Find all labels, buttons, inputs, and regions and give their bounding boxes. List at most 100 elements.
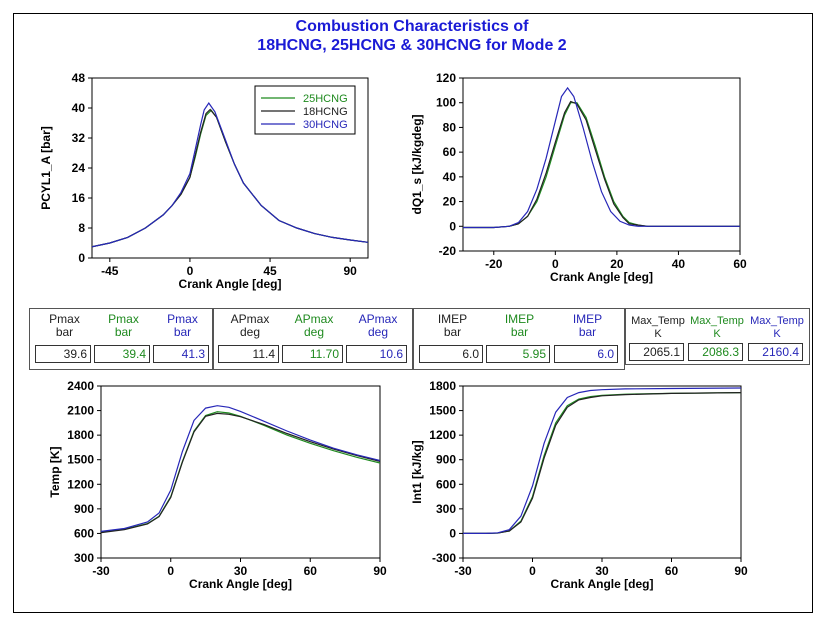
header-unit: bar bbox=[173, 325, 192, 339]
y-tick-label: 900 bbox=[436, 453, 456, 467]
header-unit: bar bbox=[55, 325, 74, 339]
table-value: 11.70 bbox=[282, 345, 343, 363]
series-line-30HCNG bbox=[101, 405, 380, 532]
plot-area bbox=[100, 385, 381, 559]
header-unit: deg bbox=[303, 325, 325, 339]
table-header: APmax deg bbox=[346, 313, 410, 339]
y-tick-label: 1200 bbox=[67, 477, 94, 491]
header-unit: K bbox=[773, 328, 781, 340]
table-header: Max_Temp K bbox=[629, 315, 687, 341]
y-axis-label: dQ1_s [kJ/kgdeg] bbox=[410, 114, 424, 214]
table-header: Pmax bar bbox=[35, 313, 94, 339]
table-header: APmax deg bbox=[282, 313, 346, 339]
y-tick-label: -20 bbox=[439, 244, 457, 258]
header-name: Max_Temp bbox=[631, 315, 685, 327]
header-name: Pmax bbox=[49, 312, 80, 326]
y-axis-label: Temp [K] bbox=[48, 446, 62, 497]
y-tick-label: 600 bbox=[74, 526, 94, 540]
table-value: 2065.1 bbox=[629, 343, 684, 361]
series-line-30HCNG bbox=[92, 102, 368, 248]
x-tick-label: 40 bbox=[672, 257, 686, 271]
table-value: 5.95 bbox=[486, 345, 550, 363]
y-tick-label: 1800 bbox=[429, 379, 456, 393]
x-tick-label: 0 bbox=[187, 264, 194, 278]
figure-title-line2: 18HCNG, 25HCNG & 30HCNG for Mode 2 bbox=[257, 37, 567, 54]
header-name: APmax bbox=[358, 312, 398, 326]
table-header: IMEP bar bbox=[419, 313, 486, 339]
header-unit: deg bbox=[239, 325, 261, 339]
y-tick-label: 32 bbox=[72, 131, 86, 145]
legend-label: 25HCNG bbox=[303, 93, 348, 105]
x-tick-label: 60 bbox=[665, 564, 679, 578]
table-header: Pmax bar bbox=[94, 313, 153, 339]
x-tick-label: 30 bbox=[595, 564, 609, 578]
y-tick-label: 80 bbox=[443, 120, 457, 134]
table-header: Pmax bar bbox=[153, 313, 212, 339]
y-tick-label: 16 bbox=[72, 191, 86, 205]
series-line-18HCNG bbox=[101, 412, 380, 534]
header-unit: K bbox=[713, 328, 721, 340]
x-tick-label: 60 bbox=[733, 257, 747, 271]
x-tick-label: -30 bbox=[92, 564, 110, 578]
x-tick-label: 90 bbox=[373, 564, 387, 578]
x-tick-label: 45 bbox=[263, 264, 277, 278]
y-tick-label: 100 bbox=[436, 96, 456, 110]
x-tick-label: 0 bbox=[167, 564, 174, 578]
y-tick-label: 8 bbox=[78, 221, 85, 235]
y-tick-label: 2400 bbox=[67, 379, 94, 393]
x-tick-label: 0 bbox=[529, 564, 536, 578]
series-line-30HCNG bbox=[463, 86, 740, 229]
y-tick-label: 600 bbox=[436, 477, 456, 491]
y-tick-label: 1500 bbox=[429, 404, 456, 418]
x-axis-label: Crank Angle [deg] bbox=[550, 270, 653, 284]
table-header: APmax deg bbox=[218, 313, 282, 339]
y-tick-label: 300 bbox=[436, 502, 456, 516]
y-tick-label: 40 bbox=[72, 101, 86, 115]
y-tick-label: 0 bbox=[78, 251, 85, 265]
header-name: IMEP bbox=[572, 312, 603, 326]
y-tick-label: 900 bbox=[74, 502, 94, 516]
header-name: APmax bbox=[294, 312, 334, 326]
legend-label: 30HCNG bbox=[303, 119, 348, 131]
y-tick-label: 2100 bbox=[67, 404, 94, 418]
y-tick-label: 0 bbox=[449, 219, 456, 233]
y-tick-label: 120 bbox=[436, 71, 456, 85]
y-tick-label: 24 bbox=[72, 161, 86, 175]
header-unit: deg bbox=[367, 325, 389, 339]
table-value: 6.0 bbox=[419, 345, 483, 363]
table-value: 11.4 bbox=[218, 345, 279, 363]
table-header: IMEP bar bbox=[486, 313, 553, 339]
chart-1: 0 8 16 24 32 40 48 -45 0 45 90 Crank Angle [deg] PCY… bbox=[39, 71, 369, 291]
y-tick-label: 60 bbox=[443, 145, 457, 159]
figure-title-line1: Combustion Characteristics of bbox=[295, 18, 529, 35]
chart-3: 300 600 900 1200 1500 1800 2100 2400 -30 0 30 60 90 C… bbox=[48, 379, 387, 591]
x-tick-label: 30 bbox=[234, 564, 248, 578]
header-unit: bar bbox=[443, 325, 462, 339]
x-tick-label: -30 bbox=[454, 564, 472, 578]
y-tick-label: 20 bbox=[443, 195, 457, 209]
y-axis-label: Int1 [kJ/kg] bbox=[410, 440, 424, 503]
table-value: 2086.3 bbox=[688, 343, 743, 361]
table-value: 6.0 bbox=[554, 345, 618, 363]
y-tick-label: 0 bbox=[449, 526, 456, 540]
x-tick-label: -45 bbox=[101, 264, 119, 278]
header-name: IMEP bbox=[504, 312, 535, 326]
header-name: Max_Temp bbox=[690, 315, 744, 327]
header-name: Pmax bbox=[108, 312, 139, 326]
plot-area bbox=[462, 77, 741, 252]
table-value: 2160.4 bbox=[748, 343, 803, 361]
header-name: APmax bbox=[230, 312, 270, 326]
y-tick-label: 300 bbox=[74, 551, 94, 565]
legend-box bbox=[254, 85, 356, 135]
y-tick-label: 48 bbox=[72, 71, 86, 85]
x-tick-label: 90 bbox=[734, 564, 748, 578]
chart-2: -20 0 20 40 60 80 100 120 -20 0 20 40 60 Crank Angle … bbox=[410, 71, 747, 284]
table-header: Max_Temp K bbox=[688, 315, 746, 341]
header-unit: bar bbox=[114, 325, 133, 339]
y-axis-label: PCYL1_A [bar] bbox=[39, 126, 53, 210]
table-value: 41.3 bbox=[153, 345, 209, 363]
table-value: 10.6 bbox=[346, 345, 407, 363]
series-line-30HCNG bbox=[463, 387, 741, 535]
